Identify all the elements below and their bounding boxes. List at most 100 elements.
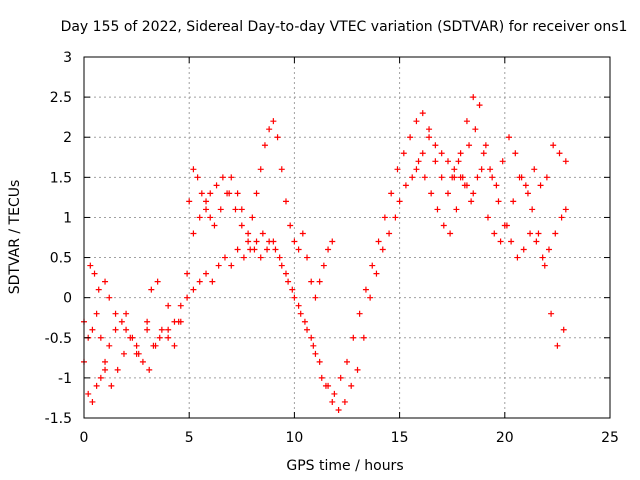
data-point xyxy=(487,166,494,173)
data-point xyxy=(463,118,470,125)
data-point xyxy=(93,310,100,317)
data-point xyxy=(348,382,355,389)
data-point xyxy=(375,238,382,245)
data-point xyxy=(545,246,552,253)
data-point xyxy=(360,334,367,341)
data-point xyxy=(95,286,102,293)
data-point xyxy=(531,166,538,173)
data-point xyxy=(554,342,561,349)
data-point xyxy=(196,214,203,221)
data-point xyxy=(304,254,311,261)
data-point xyxy=(217,206,224,213)
data-point xyxy=(329,238,336,245)
data-point xyxy=(470,94,477,101)
data-point xyxy=(543,174,550,181)
data-point xyxy=(484,214,491,221)
data-point xyxy=(97,374,104,381)
data-point xyxy=(409,174,416,181)
data-point xyxy=(350,334,357,341)
data-point xyxy=(207,214,214,221)
data-point xyxy=(245,238,252,245)
data-point xyxy=(470,190,477,197)
data-point xyxy=(278,166,285,173)
y-tick-label: -1.5 xyxy=(45,411,72,427)
data-point xyxy=(219,174,226,181)
data-point xyxy=(438,174,445,181)
y-tick-label: 3 xyxy=(63,50,72,66)
data-point xyxy=(432,142,439,149)
data-point xyxy=(329,398,336,405)
data-point xyxy=(491,230,498,237)
data-point xyxy=(501,222,508,229)
x-axis-label: GPS time / hours xyxy=(286,458,403,474)
x-tick-label: 20 xyxy=(496,430,514,446)
data-point xyxy=(426,126,433,133)
data-point xyxy=(118,318,125,325)
data-point xyxy=(139,358,146,365)
data-point xyxy=(87,262,94,269)
data-point xyxy=(266,126,273,133)
data-point xyxy=(331,390,338,397)
data-point xyxy=(203,198,210,205)
data-point xyxy=(301,318,308,325)
data-point xyxy=(354,366,361,373)
data-point xyxy=(552,230,559,237)
data-point xyxy=(114,366,121,373)
data-point xyxy=(133,342,140,349)
data-point xyxy=(518,174,525,181)
data-point xyxy=(512,150,519,157)
data-point xyxy=(558,214,565,221)
data-points xyxy=(81,94,569,413)
data-point xyxy=(156,334,163,341)
data-point xyxy=(93,382,100,389)
x-tick-label: 25 xyxy=(601,430,619,446)
data-point xyxy=(264,246,271,253)
data-point xyxy=(228,262,235,269)
data-point xyxy=(369,262,376,269)
data-point xyxy=(253,238,260,245)
data-point xyxy=(133,350,140,357)
series-sat-e xyxy=(413,94,569,261)
data-point xyxy=(472,126,479,133)
data-point xyxy=(344,358,350,365)
data-point xyxy=(312,294,319,301)
data-point xyxy=(476,102,483,109)
data-point xyxy=(259,230,266,237)
data-point xyxy=(514,254,521,261)
data-point xyxy=(152,342,159,349)
data-point xyxy=(444,190,451,197)
data-point xyxy=(318,374,325,381)
data-point xyxy=(249,214,256,221)
grid-lines xyxy=(84,57,610,418)
data-point xyxy=(106,294,113,301)
data-point xyxy=(213,182,220,189)
data-point xyxy=(444,158,451,165)
data-point xyxy=(341,398,348,405)
data-point xyxy=(413,118,420,125)
x-tick-label: 5 xyxy=(185,430,194,446)
data-point xyxy=(489,174,496,181)
data-point xyxy=(190,286,197,293)
data-point xyxy=(394,166,401,173)
data-point xyxy=(97,334,104,341)
data-point xyxy=(247,246,254,253)
data-point xyxy=(102,358,109,365)
data-point xyxy=(562,158,569,165)
data-point xyxy=(453,206,460,213)
data-point xyxy=(322,382,329,389)
data-point xyxy=(529,206,536,213)
data-point xyxy=(320,262,327,269)
y-tick-label: 1.5 xyxy=(50,170,72,186)
data-point xyxy=(198,190,205,197)
data-point xyxy=(203,206,210,213)
data-point xyxy=(415,158,422,165)
data-point xyxy=(270,118,277,125)
data-point xyxy=(539,254,546,261)
data-point xyxy=(165,326,172,333)
data-point xyxy=(209,278,216,285)
x-tick-label: 10 xyxy=(285,430,303,446)
data-point xyxy=(171,342,178,349)
data-point xyxy=(373,270,380,277)
